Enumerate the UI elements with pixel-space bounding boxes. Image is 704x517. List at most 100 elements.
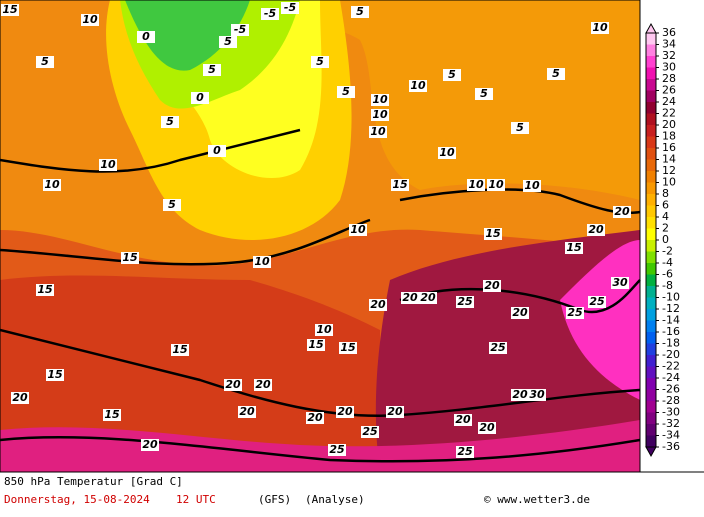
contour-label: 5 <box>448 68 456 81</box>
contour-label: 15 <box>566 241 582 254</box>
contour-label-box <box>121 252 139 264</box>
isolines <box>0 128 641 463</box>
contour-label: 25 <box>490 341 506 354</box>
colorbar-label: 6 <box>662 199 669 212</box>
contour-label: 10 <box>410 79 426 92</box>
footer-run: (Analyse) <box>305 493 365 506</box>
colorbar-segment <box>646 366 656 378</box>
colorbar-label: -22 <box>662 360 680 373</box>
colorbar-segment <box>646 56 656 68</box>
contour-label: 0 <box>196 91 204 104</box>
contour-label-box <box>454 414 472 426</box>
contour-label: 15 <box>47 368 63 381</box>
colorbar-segment <box>646 389 656 401</box>
contour-label-box <box>1 4 19 16</box>
contour-label-box <box>339 342 357 354</box>
contour-label: 15 <box>485 227 501 240</box>
colorbar-segment <box>646 240 656 252</box>
contour-label-box <box>171 344 189 356</box>
colorbar-segment <box>646 113 656 125</box>
contour-label: 10 <box>524 179 540 192</box>
contour-label: 20 <box>484 279 500 292</box>
colorbar-segment <box>646 228 656 240</box>
contour-label-box <box>489 342 507 354</box>
colorbar-label: -4 <box>662 256 673 269</box>
contour-label-box <box>478 422 496 434</box>
contour-label: 10 <box>100 158 116 171</box>
contour-label: -5 <box>264 7 277 20</box>
contour-label-box <box>547 68 565 80</box>
contour-label-box <box>483 280 501 292</box>
contour-label: 25 <box>362 425 378 438</box>
contour-label-box <box>456 296 474 308</box>
footer-date: Donnerstag, 15-08-2024 <box>4 493 150 506</box>
colorbar-segment <box>646 33 656 45</box>
contour-label: 10 <box>254 255 270 268</box>
colorbar-label: 22 <box>662 107 676 120</box>
colorbar-segment <box>646 320 656 332</box>
contour-label: 5 <box>168 198 176 211</box>
contour-label: 5 <box>166 115 174 128</box>
contour-label-box <box>306 412 324 424</box>
contour-label-box <box>191 92 209 104</box>
colorbar-segment <box>646 355 656 367</box>
contour-label-box <box>81 14 99 26</box>
colorbar-segment <box>646 44 656 56</box>
contour-label: 0 <box>142 30 150 43</box>
contour-label-box <box>315 324 333 336</box>
footer-model: (GFS) <box>258 493 291 506</box>
contour-label-box <box>438 147 456 159</box>
colorbar-segment <box>646 424 656 436</box>
contour-label-box <box>103 409 121 421</box>
colorbar-label: 4 <box>662 210 669 223</box>
contour-label-box <box>46 369 64 381</box>
contour-label: 5 <box>356 5 364 18</box>
colorbar-label: 20 <box>662 118 676 131</box>
contour-label: 30 <box>612 276 628 289</box>
contour-label-box <box>161 116 179 128</box>
contour-label: 5 <box>208 63 216 76</box>
colorbar-label: -30 <box>662 406 680 419</box>
contour-label-box <box>443 69 461 81</box>
contour-label-box <box>566 307 584 319</box>
colorbar-label: -36 <box>662 440 680 453</box>
colorbar-label: 12 <box>662 164 676 177</box>
contour-label: 15 <box>122 251 138 264</box>
contour-label-box <box>484 228 502 240</box>
colorbar-label: -32 <box>662 417 680 430</box>
colorbar-segment <box>646 263 656 275</box>
colorbar-segment <box>646 136 656 148</box>
colorbar-label: 0 <box>662 233 669 246</box>
contour-label: 20 <box>614 205 630 218</box>
contour-label-box <box>611 277 629 289</box>
colorbar-top <box>645 22 657 34</box>
contour-label-box <box>371 94 389 106</box>
contour-label: 15 <box>104 408 120 421</box>
colorbar-label: 18 <box>662 130 676 143</box>
colorbar-segment <box>646 182 656 194</box>
contour-label-box <box>307 339 325 351</box>
contour-label: 10 <box>372 93 388 106</box>
colorbar-segment <box>646 251 656 263</box>
contour-label-box <box>361 426 379 438</box>
colorbar-segment <box>646 343 656 355</box>
contour-label: 15 <box>392 178 408 191</box>
contour-label-box <box>337 86 355 98</box>
contour-label-box <box>261 8 279 20</box>
colorbar-label: 32 <box>662 49 676 62</box>
colorbar-segment <box>646 412 656 424</box>
contour-label: 20 <box>307 411 323 424</box>
contour-label: 25 <box>329 443 345 456</box>
contour-label-box <box>401 292 419 304</box>
contour-label: 5 <box>224 35 232 48</box>
contour-label-box <box>231 24 249 36</box>
contour-label: 20 <box>12 391 28 404</box>
contour-label-box <box>511 122 529 134</box>
colorbar-segment <box>646 159 656 171</box>
colorbar-label: 10 <box>662 176 676 189</box>
contour-label: 25 <box>567 306 583 319</box>
contour-label-box <box>409 80 427 92</box>
colorbar-segment <box>646 171 656 183</box>
contour-label: 10 <box>468 178 484 191</box>
colorbar-label: 26 <box>662 84 676 97</box>
